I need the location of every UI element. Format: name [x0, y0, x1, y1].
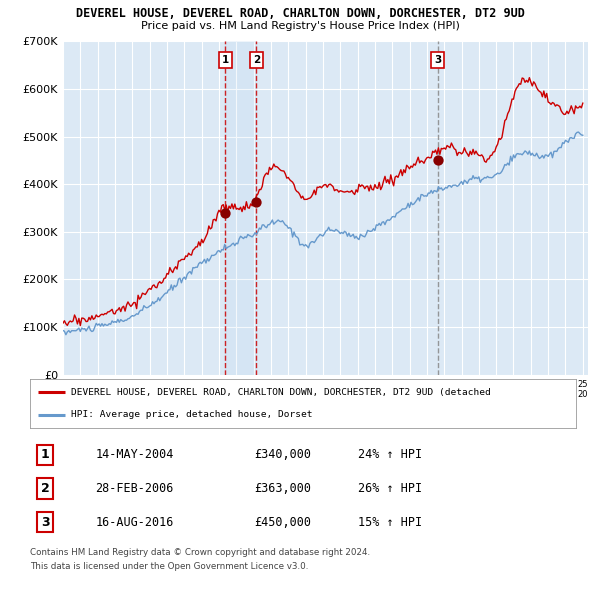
- Text: 1: 1: [222, 55, 229, 65]
- Text: £450,000: £450,000: [254, 516, 311, 529]
- Text: 15% ↑ HPI: 15% ↑ HPI: [358, 516, 422, 529]
- Bar: [226, 41, 256, 375]
- Text: 3: 3: [434, 55, 441, 65]
- Text: £340,000: £340,000: [254, 448, 311, 461]
- Text: 26% ↑ HPI: 26% ↑ HPI: [358, 482, 422, 495]
- Text: 1: 1: [41, 448, 50, 461]
- Text: Price paid vs. HM Land Registry's House Price Index (HPI): Price paid vs. HM Land Registry's House …: [140, 21, 460, 31]
- Text: HPI: Average price, detached house, Dorset: HPI: Average price, detached house, Dors…: [71, 410, 313, 419]
- Text: £363,000: £363,000: [254, 482, 311, 495]
- Point: [221, 208, 230, 218]
- Text: This data is licensed under the Open Government Licence v3.0.: This data is licensed under the Open Gov…: [30, 562, 308, 571]
- Text: Contains HM Land Registry data © Crown copyright and database right 2024.: Contains HM Land Registry data © Crown c…: [30, 548, 370, 556]
- Text: 2: 2: [41, 482, 50, 495]
- Text: 16-AUG-2016: 16-AUG-2016: [95, 516, 174, 529]
- Point: [433, 156, 442, 165]
- Text: 14-MAY-2004: 14-MAY-2004: [95, 448, 174, 461]
- Text: DEVEREL HOUSE, DEVEREL ROAD, CHARLTON DOWN, DORCHESTER, DT2 9UD (detached: DEVEREL HOUSE, DEVEREL ROAD, CHARLTON DO…: [71, 388, 491, 397]
- Text: 3: 3: [41, 516, 50, 529]
- Point: [251, 197, 261, 206]
- Text: 24% ↑ HPI: 24% ↑ HPI: [358, 448, 422, 461]
- Text: 2: 2: [253, 55, 260, 65]
- Text: DEVEREL HOUSE, DEVEREL ROAD, CHARLTON DOWN, DORCHESTER, DT2 9UD: DEVEREL HOUSE, DEVEREL ROAD, CHARLTON DO…: [76, 7, 524, 20]
- Text: 28-FEB-2006: 28-FEB-2006: [95, 482, 174, 495]
